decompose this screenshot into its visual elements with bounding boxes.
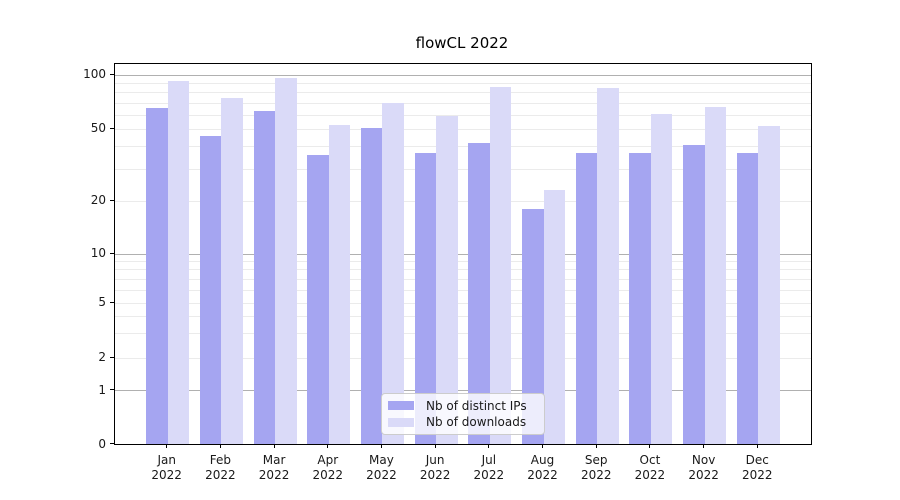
- x-tick-label-apr: Apr 2022: [312, 453, 344, 482]
- minor-gridline: [115, 302, 811, 304]
- legend-label-distinct-ips: Nb of distinct IPs: [426, 398, 527, 413]
- bar-apr-downloads: [328, 124, 351, 444]
- legend-swatch-distinct-ips: [388, 401, 414, 411]
- bar-oct-downloads: [650, 113, 673, 444]
- x-tickmark: [595, 444, 597, 448]
- plot-area: Nb of distinct IPs Nb of downloads: [114, 63, 812, 445]
- x-tickmark: [380, 444, 382, 448]
- minor-gridline: [115, 128, 811, 130]
- x-tickmark: [434, 444, 436, 448]
- x-tick-label-jul: Jul 2022: [473, 453, 505, 482]
- y-tick-label: 50: [90, 121, 106, 136]
- minor-gridline: [115, 315, 811, 317]
- y-tickmark: [110, 443, 114, 444]
- bar-feb-downloads: [221, 97, 243, 444]
- bar-jun-distinct-ips: [414, 152, 437, 444]
- minor-gridline: [115, 269, 811, 271]
- bar-jul-downloads: [489, 87, 512, 444]
- minor-gridline: [115, 289, 811, 291]
- x-tick-label-jan: Jan 2022: [151, 453, 182, 482]
- y-tickmark: [110, 356, 114, 358]
- x-tickmark: [273, 444, 275, 448]
- x-tickmark: [649, 444, 651, 448]
- bar-dec-distinct-ips: [736, 152, 759, 444]
- minor-gridline: [115, 357, 811, 359]
- legend-entry-distinct-ips: Nb of distinct IPs: [388, 399, 538, 413]
- x-tickmark: [219, 444, 221, 448]
- major-gridline: [115, 390, 811, 391]
- x-tickmark: [703, 444, 705, 448]
- bar-jan-downloads: [167, 80, 190, 444]
- x-tick-label-may: May 2022: [366, 453, 397, 482]
- bar-mar-downloads: [275, 78, 297, 444]
- y-tickmark: [110, 73, 114, 75]
- bar-feb-distinct-ips: [199, 135, 222, 444]
- minor-gridline: [115, 83, 811, 84]
- minor-gridline: [115, 168, 811, 170]
- bar-jul-distinct-ips: [468, 142, 490, 444]
- bar-may-downloads: [382, 103, 404, 444]
- y-tick-label: 1: [98, 382, 106, 397]
- minor-gridline: [115, 146, 811, 148]
- x-tick-label-jun: Jun 2022: [419, 453, 451, 482]
- major-gridline: [115, 74, 811, 76]
- minor-gridline: [115, 333, 811, 335]
- y-tick-label: 0: [98, 436, 106, 451]
- y-tick-label: 5: [98, 295, 106, 309]
- x-tick-label-oct: Oct 2022: [634, 453, 666, 482]
- x-tick-label-feb: Feb 2022: [205, 453, 236, 482]
- x-tickmark: [542, 444, 544, 448]
- bar-jun-downloads: [436, 116, 458, 444]
- y-tickmark: [110, 301, 114, 303]
- bar-may-distinct-ips: [360, 127, 383, 444]
- y-tickmark: [110, 127, 114, 129]
- minor-gridline: [115, 114, 811, 116]
- minor-gridline: [115, 92, 811, 94]
- minor-gridline: [115, 278, 811, 280]
- y-tick-label: 2: [98, 350, 106, 364]
- bar-jan-distinct-ips: [146, 107, 168, 444]
- y-tickmark: [110, 252, 114, 254]
- bar-aug-downloads: [543, 190, 566, 444]
- x-tickmark: [327, 444, 329, 448]
- x-tick-label-dec: Dec 2022: [742, 453, 773, 482]
- minor-gridline: [115, 102, 811, 104]
- legend-entry-downloads: Nb of downloads: [388, 415, 538, 429]
- legend-swatch-downloads: [388, 417, 414, 427]
- y-tick-label: 20: [90, 193, 106, 207]
- bar-mar-distinct-ips: [253, 111, 276, 444]
- y-tick-label: 10: [90, 246, 106, 261]
- legend: Nb of distinct IPs Nb of downloads: [381, 393, 545, 435]
- x-tickmark: [488, 444, 490, 448]
- x-tick-label-sep: Sep 2022: [580, 453, 612, 482]
- y-tick-label: 100: [83, 67, 106, 82]
- major-gridline: [115, 253, 811, 255]
- legend-label-downloads: Nb of downloads: [426, 415, 527, 430]
- y-tickmark: [110, 389, 114, 390]
- bar-apr-distinct-ips: [307, 155, 329, 444]
- x-tickmark: [756, 444, 758, 448]
- y-tickmark: [110, 199, 114, 201]
- bar-nov-distinct-ips: [683, 144, 705, 444]
- minor-gridline: [115, 200, 811, 202]
- bar-nov-downloads: [704, 106, 727, 444]
- x-tick-label-aug: Aug 2022: [527, 453, 558, 482]
- bar-sep-downloads: [597, 87, 619, 444]
- minor-gridline: [115, 261, 811, 263]
- bar-aug-distinct-ips: [522, 209, 544, 444]
- bar-oct-distinct-ips: [629, 152, 651, 444]
- bar-dec-downloads: [758, 126, 780, 444]
- x-tickmark: [166, 444, 168, 448]
- bar-sep-distinct-ips: [575, 152, 598, 444]
- chart-title: flowCL 2022: [415, 34, 509, 52]
- x-tick-label-nov: Nov 2022: [688, 453, 719, 482]
- x-tick-label-mar: Mar 2022: [258, 453, 290, 482]
